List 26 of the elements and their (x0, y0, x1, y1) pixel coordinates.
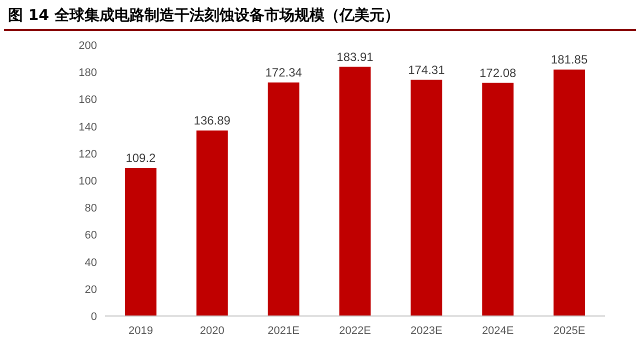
x-tick-label: 2024E (482, 325, 514, 337)
x-tick-label: 2020 (200, 325, 224, 337)
data-label: 136.89 (194, 114, 231, 128)
data-label: 172.08 (480, 66, 517, 80)
x-tick-label: 2023E (410, 325, 442, 337)
y-tick-label: 120 (78, 148, 97, 160)
x-tick-label: 2019 (128, 325, 153, 337)
data-label: 183.91 (336, 50, 374, 64)
y-tick-label: 60 (84, 230, 97, 242)
y-tick-label: 20 (84, 284, 97, 296)
data-label: 181.85 (550, 52, 588, 67)
x-tick-label: 2021E (268, 325, 300, 337)
chart-title: 图 14 全球集成电路制造干法刻蚀设备市场规模（亿美元） (8, 6, 400, 24)
y-tick-label: 180 (78, 67, 97, 80)
y-tick-label: 100 (78, 176, 97, 188)
data-label: 172.34 (265, 65, 302, 80)
x-tick-label: 2022E (339, 325, 371, 337)
y-tick-label: 40 (84, 256, 97, 269)
data-label: 174.31 (408, 62, 446, 77)
x-tick-label: 2025E (553, 325, 586, 337)
y-tick-label: 200 (78, 40, 97, 52)
data-label: 109.2 (126, 151, 156, 166)
y-tick-label: 140 (78, 121, 97, 134)
y-tick-label: 160 (78, 94, 97, 106)
y-tick-label: 80 (84, 202, 97, 215)
y-tick-label: 0 (90, 311, 97, 323)
